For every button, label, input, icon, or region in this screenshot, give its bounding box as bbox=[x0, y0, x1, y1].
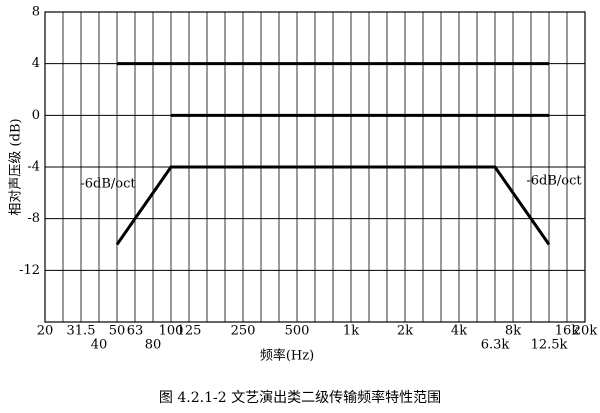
y-tick-label: -4 bbox=[27, 160, 40, 175]
x-axis-label: 频率(Hz) bbox=[260, 348, 314, 364]
y-tick-label: 8 bbox=[32, 5, 40, 20]
x-tick-label: 1k bbox=[343, 324, 359, 339]
x-tick-label: 6.3k bbox=[481, 338, 510, 353]
y-tick-label: -8 bbox=[27, 211, 40, 226]
x-tick-label: 63 bbox=[127, 324, 144, 339]
x-tick-label: 250 bbox=[231, 324, 256, 339]
x-tick-label: 500 bbox=[285, 324, 310, 339]
x-tick-label: 16k bbox=[555, 324, 580, 339]
x-tick-label: 12.5k bbox=[531, 338, 568, 353]
x-tick-label: 80 bbox=[145, 338, 162, 353]
x-tick-label: 31.5 bbox=[67, 324, 96, 339]
y-tick-label: -12 bbox=[19, 263, 40, 278]
x-tick-label: 20k bbox=[573, 324, 598, 339]
x-tick-label: 125 bbox=[177, 324, 202, 339]
x-tick-label: 100 bbox=[159, 324, 184, 339]
x-tick-label: 8k bbox=[505, 324, 521, 339]
x-tick-label: 2k bbox=[397, 324, 413, 339]
x-tick-label: 4k bbox=[451, 324, 467, 339]
caption: 图 4.2.1-2 文艺演出类二级传输频率特性范围 bbox=[159, 389, 441, 406]
x-tick-label: 40 bbox=[91, 338, 108, 353]
annotation: -6dB/oct bbox=[80, 177, 136, 192]
y-tick-label: 0 bbox=[32, 108, 40, 123]
x-tick-label: 20 bbox=[37, 324, 54, 339]
y-axis-label: 相对声压级 (dB) bbox=[9, 118, 24, 215]
series-line bbox=[115, 165, 551, 246]
x-tick-label: 50 bbox=[109, 324, 126, 339]
y-tick-label: 4 bbox=[32, 56, 40, 71]
annotation: -6dB/oct bbox=[526, 174, 582, 189]
